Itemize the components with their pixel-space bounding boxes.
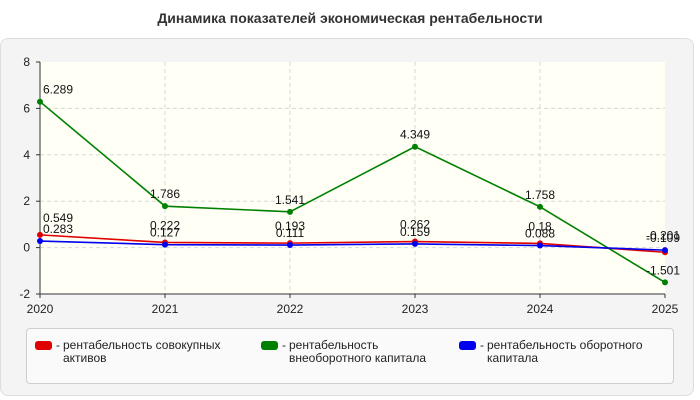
data-label: 6.289 — [43, 83, 73, 97]
legend-swatch-series-1 — [35, 341, 52, 350]
data-point — [162, 241, 168, 248]
x-tick-label: 2022 — [277, 302, 304, 316]
data-label: 0.262 — [400, 218, 430, 232]
x-tick-label: 2020 — [27, 302, 54, 316]
series-line-1 — [39, 234, 666, 254]
data-label: 0.18 — [528, 219, 552, 233]
legend-label-series-3: рентабельность оборотного капитала — [487, 338, 643, 365]
legend-dash: - — [56, 338, 60, 352]
data-point — [537, 242, 543, 249]
y-tick-label: 6 — [23, 101, 30, 115]
data-point — [287, 208, 293, 215]
chart-title: Динамика показателей экономическая рента… — [157, 10, 543, 26]
data-point — [662, 247, 668, 254]
legend-item-series-1[interactable]: - рентабельность совокупных активов — [35, 339, 247, 365]
data-label: 0.193 — [275, 219, 305, 233]
x-tick-label: 2025 — [652, 302, 679, 316]
data-point — [162, 203, 168, 210]
legend-label-series-2: рентабельность внеоборотного капитала — [289, 338, 426, 365]
data-label: 0.088 — [525, 227, 555, 241]
legend-swatch-series-2 — [261, 341, 278, 350]
x-tick-label: 2024 — [527, 302, 554, 316]
x-tick-label: 2023 — [402, 302, 429, 316]
data-label: 1.758 — [525, 188, 555, 202]
legend-swatch-series-3 — [459, 341, 476, 350]
data-point — [37, 98, 43, 105]
plot-area — [40, 62, 665, 294]
y-tick-label: 4 — [23, 148, 30, 162]
data-label: 1.541 — [275, 193, 305, 207]
x-tick-label: 2021 — [152, 302, 179, 316]
legend-item-series-3[interactable]: - рентабельность оборотного капитала — [459, 339, 671, 365]
data-label: 1.786 — [150, 187, 180, 201]
data-label: 4.349 — [400, 128, 430, 142]
y-tick-label: -2 — [19, 287, 30, 301]
legend-dash: - — [480, 338, 484, 352]
y-tick-label: 0 — [23, 241, 30, 255]
data-label: 0.549 — [43, 211, 73, 225]
data-label: 0.127 — [150, 226, 180, 240]
y-tick-label: 2 — [23, 194, 30, 208]
y-tick-label: 8 — [23, 55, 30, 69]
data-label: 0.111 — [276, 226, 305, 240]
data-label: -1.501 — [646, 263, 680, 277]
legend-dash: - — [282, 338, 286, 352]
data-label: -0.201 — [646, 228, 680, 242]
data-label: 0.222 — [150, 218, 180, 232]
data-point — [662, 279, 668, 286]
series-line-2 — [39, 101, 666, 284]
data-point — [537, 203, 543, 210]
legend-label-series-1: рентабельность совокупных активов — [63, 338, 221, 365]
legend-item-series-2[interactable]: - рентабельность внеоборотного капитала — [261, 339, 441, 365]
chart-legend: - рентабельность совокупных активов - ре… — [26, 328, 674, 384]
data-point — [37, 231, 43, 238]
data-label: -0.109 — [646, 231, 680, 245]
series-line-3 — [39, 240, 666, 251]
data-label: 0.283 — [43, 222, 73, 236]
data-point — [287, 242, 293, 249]
data-point — [412, 143, 418, 150]
data-point — [412, 240, 418, 247]
data-label: 0.159 — [400, 225, 430, 239]
data-point — [37, 238, 43, 245]
